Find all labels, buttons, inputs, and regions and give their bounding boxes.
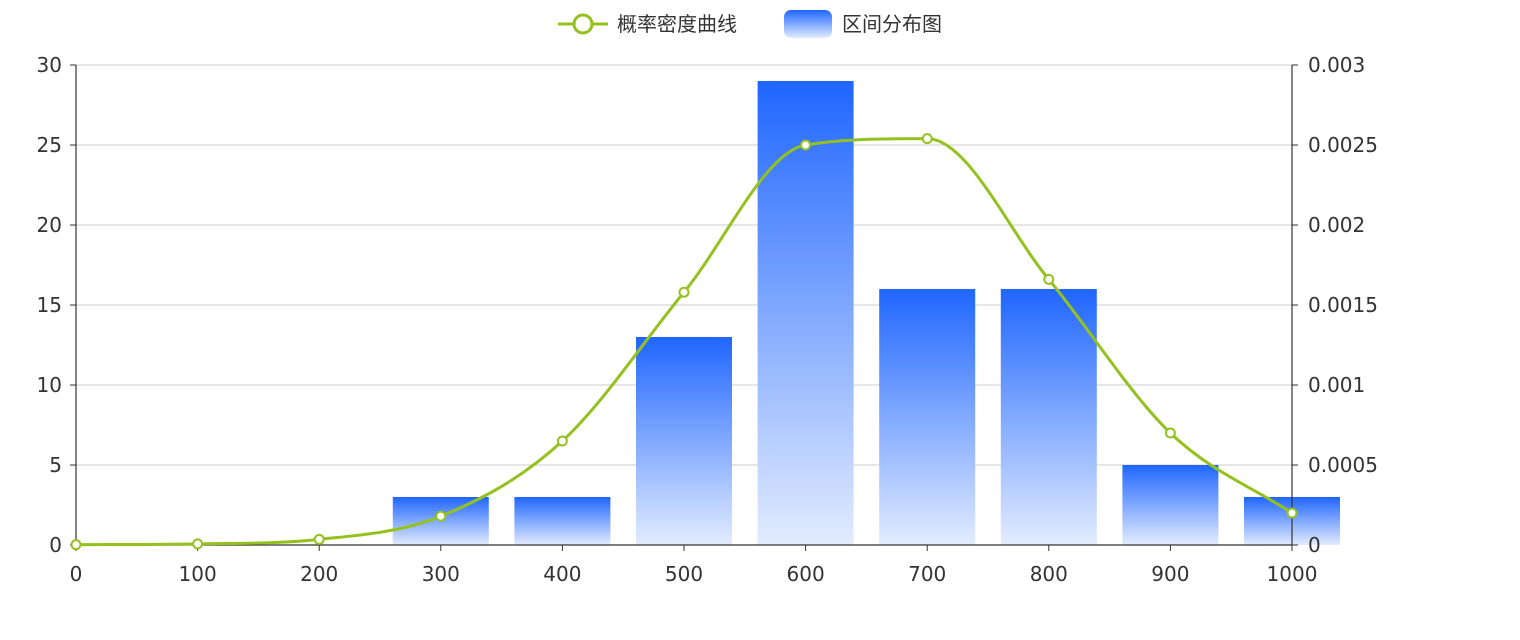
density-point[interactable] [1164,427,1176,439]
bar[interactable] [636,337,732,545]
legend-item-distribution[interactable]: 区间分布图 [784,10,942,38]
line-circle-marker-icon [572,13,594,35]
y-left-tick-label: 15 [37,293,62,317]
y-right-tick-label: 0.0015 [1308,293,1378,317]
y-left-tick-label: 5 [49,453,62,477]
y-right-tick-label: 0.0025 [1308,133,1378,157]
legend-item-density[interactable]: 概率密度曲线 [558,12,737,36]
x-tick-label: 700 [908,562,946,586]
legend[interactable]: 概率密度曲线 区间分布图 [558,10,942,38]
x-tick-label: 100 [179,562,217,586]
density-point[interactable] [800,139,812,151]
y-right-tick-label: 0.001 [1308,373,1365,397]
density-point[interactable] [313,533,325,545]
density-point[interactable] [435,510,447,522]
y-left-tick-label: 25 [37,133,62,157]
x-tick-label: 900 [1151,562,1189,586]
x-tick-label: 0 [70,562,83,586]
x-tick-label: 300 [422,562,460,586]
legend-label-density: 概率密度曲线 [617,12,737,36]
bar[interactable] [514,497,611,545]
x-tick-label: 1000 [1267,562,1318,586]
x-tick-label: 500 [665,562,703,586]
x-tick-label: 600 [787,562,825,586]
bar[interactable] [1122,465,1219,545]
x-tick-label: 400 [543,562,581,586]
density-point[interactable] [921,133,933,145]
density-line [75,137,1293,547]
x-tick-label: 200 [300,562,338,586]
y-right-tick-label: 0 [1308,533,1321,557]
density-point[interactable] [1043,273,1055,285]
density-point[interactable] [1286,507,1298,519]
density-point[interactable] [556,435,568,447]
bar[interactable] [1000,289,1097,545]
y-left-tick-label: 30 [37,53,62,77]
bar[interactable] [879,289,976,545]
legend-label-distribution: 区间分布图 [842,12,942,36]
density-point[interactable] [70,539,82,551]
gradient-rect-icon [784,10,832,38]
y-right-tick-label: 0.0005 [1308,453,1378,477]
x-tick-label: 800 [1030,562,1068,586]
density-point[interactable] [192,538,204,550]
y-left-tick-label: 10 [37,373,62,397]
bar-series [392,81,1340,545]
line-series [70,133,1298,551]
y-left-tick-label: 0 [49,533,62,557]
y-right-tick-label: 0.003 [1308,53,1365,77]
y-right-tick-label: 0.002 [1308,213,1365,237]
bar[interactable] [757,81,854,545]
density-point[interactable] [678,286,690,298]
y-left-tick-label: 20 [37,213,62,237]
